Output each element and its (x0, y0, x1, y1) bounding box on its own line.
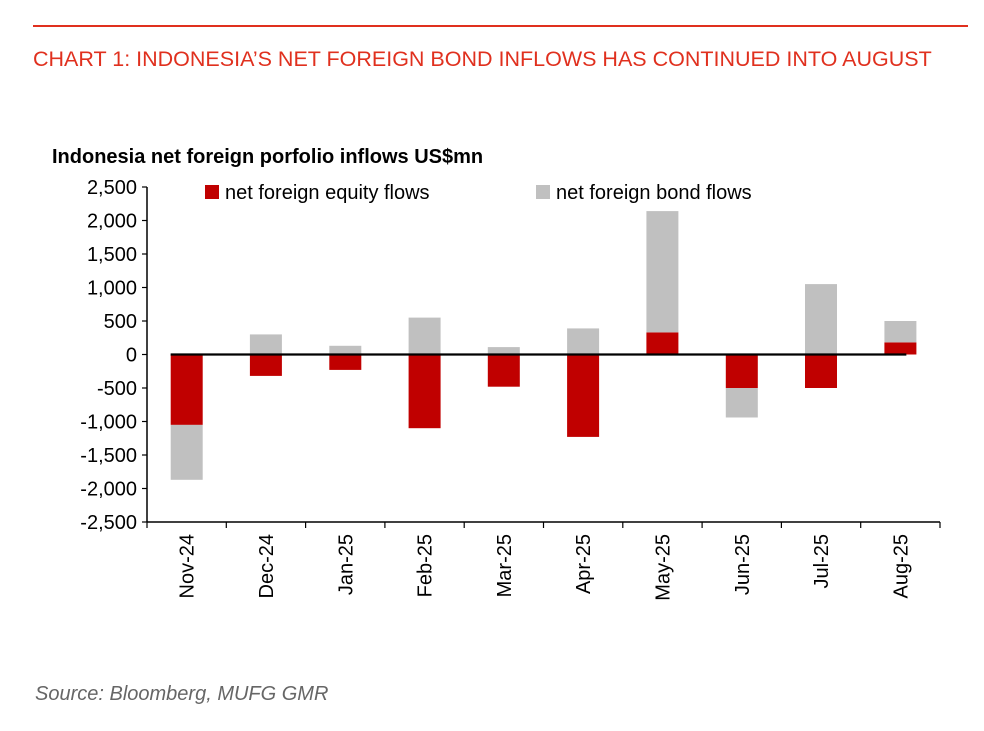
bar-bond-Jul-25 (805, 284, 837, 355)
bar-bond-May-25 (646, 211, 679, 333)
bar-equity-Jan-25 (329, 354, 362, 370)
legend-swatch-bond (536, 185, 550, 199)
source-note: Source: Bloomberg, MUFG GMR (35, 683, 329, 705)
legend-swatch-equity (205, 185, 219, 199)
bar-equity-May-25 (646, 332, 679, 355)
bar-bond-Feb-25 (408, 317, 441, 355)
chart-title: Indonesia net foreign porfolio inflows U… (52, 146, 483, 168)
y-tick-label: -1,000 (80, 412, 137, 434)
bar-equity-Jun-25 (725, 354, 758, 388)
bar-bond-Nov-24 (170, 424, 203, 480)
x-tick-label-Dec-24: Dec-24 (256, 534, 278, 598)
bar-equity-Dec-24 (249, 354, 282, 376)
y-tick-label: 0 (126, 345, 137, 367)
x-tick-label-Feb-25: Feb-25 (415, 534, 437, 597)
bar-bond-Aug-25 (884, 321, 917, 343)
x-tick-label-May-25: May-25 (652, 534, 674, 601)
y-tick-label: -1,500 (80, 445, 137, 467)
y-tick-label: -2,500 (80, 512, 137, 534)
x-tick-label-Aug-25: Aug-25 (890, 534, 912, 599)
x-tick-label-Mar-25: Mar-25 (494, 534, 516, 597)
plot-area: -2,500 -2,000 -1,500 -1,000 -500 0 500 1,000 1,5… (80, 177, 941, 601)
bar-equity-Nov-24 (170, 354, 203, 425)
bar-equity-Jul-25 (805, 354, 837, 388)
bar-equity-Feb-25 (408, 354, 441, 429)
legend-label-bond: net foreign bond flows (556, 182, 752, 204)
bar-equity-Mar-25 (487, 354, 520, 387)
legend: net foreign equity flows net foreign bon… (205, 182, 752, 204)
x-tick-label-Jan-25: Jan-25 (335, 534, 357, 595)
y-tick-label: 1,500 (87, 244, 137, 266)
y-tick-label: 1,000 (87, 278, 137, 300)
bar-bond-Mar-25 (487, 347, 520, 355)
y-tick-label: 500 (104, 311, 137, 333)
legend-label-equity: net foreign equity flows (225, 182, 430, 204)
y-tick-label: 2,000 (87, 211, 137, 233)
bar-bond-Apr-25 (567, 328, 600, 355)
bar-bond-Jan-25 (329, 345, 362, 355)
x-tick-label-Jul-25: Jul-25 (811, 534, 833, 588)
bar-equity-Aug-25 (884, 342, 917, 355)
y-tick-label: -500 (97, 378, 137, 400)
y-tick-label: 2,500 (87, 177, 137, 199)
bar-bond-Jun-25 (725, 388, 758, 418)
bar-bond-Dec-24 (249, 334, 282, 355)
x-tick-label-Apr-25: Apr-25 (573, 534, 595, 594)
bar-equity-Apr-25 (567, 354, 600, 437)
x-tick-label-Nov-24: Nov-24 (177, 534, 199, 598)
top-rule (33, 25, 968, 27)
chart-heading: CHART 1: INDONESIA’S NET FOREIGN BOND IN… (33, 47, 932, 71)
y-tick-label: -2,000 (80, 479, 137, 501)
x-tick-label-Jun-25: Jun-25 (732, 534, 754, 595)
